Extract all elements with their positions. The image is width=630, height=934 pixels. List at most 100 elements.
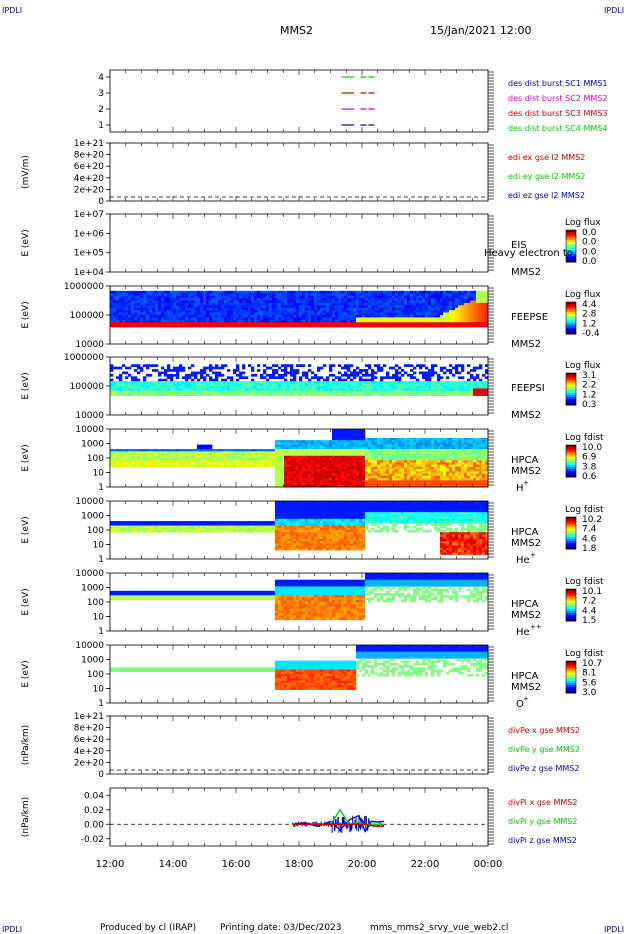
feepse-cell (110, 319, 114, 323)
feepsi-cell (254, 388, 258, 392)
hpca-h-cell (275, 475, 279, 479)
hpca-h-cell (389, 471, 393, 474)
feepse-cell (284, 324, 288, 328)
feepse-cell (359, 300, 363, 304)
feepse-cell (359, 293, 363, 296)
feepse-cell (152, 319, 156, 323)
feepse-cell (398, 317, 402, 321)
hpca-h-cell (383, 462, 387, 465)
feepsi-cell (332, 383, 336, 387)
feepsi-cell (242, 364, 246, 367)
feepse-cell (239, 315, 243, 318)
hpca-h-cell (398, 484, 402, 488)
hpca-h-cell (311, 469, 315, 472)
hpca-h-cell (386, 449, 390, 452)
feepsi-cell (407, 388, 411, 392)
feepse-cell (206, 295, 210, 299)
feepsi-cell (386, 376, 390, 380)
feepse-cell (344, 315, 348, 318)
feepsi-cell (443, 386, 447, 389)
hpca-h-cell (347, 455, 351, 459)
eis-colorbar-cell (566, 252, 576, 255)
hpca-h-cell (362, 455, 366, 459)
feepse-cell (215, 312, 219, 316)
feepse-cell (461, 305, 465, 309)
feepsi-cell (449, 371, 453, 375)
feepse-cell (116, 300, 120, 304)
feepse-cell (173, 302, 177, 306)
hpca-h-cell (332, 464, 336, 468)
feepse-cell (140, 315, 144, 318)
hpca-h-cell (287, 471, 291, 474)
feepsi-cell (302, 371, 306, 375)
hpca-h-cell (317, 471, 321, 474)
hpca-h-cell (248, 460, 252, 463)
hpca-h-cell (239, 462, 243, 465)
feepsi-cell (161, 388, 165, 392)
feepsi-cell (203, 381, 207, 384)
feepsi-cell (455, 366, 459, 370)
feepse-cell (482, 302, 486, 306)
feepse-cell (158, 295, 162, 299)
feepsi-cell (197, 386, 201, 389)
hpca-h-cell (224, 451, 228, 454)
hpca-h-cell (197, 444, 201, 448)
feepse-cell (296, 310, 300, 313)
feepsi-cell (458, 376, 462, 380)
feepsi-cell (203, 378, 207, 382)
hpca-h-cell (131, 464, 135, 468)
feepse-cell (152, 307, 156, 311)
feepse-cell (428, 319, 432, 323)
eis-colorbar-label: 0.0 (582, 257, 597, 267)
feepsi-cell (392, 393, 396, 396)
feepse-cell (302, 298, 306, 301)
hpca-h-cell (134, 453, 138, 457)
hpca-h-cell (218, 453, 222, 457)
feepse-cell (332, 322, 336, 325)
feepsi-cell (365, 371, 369, 375)
feepse-cell (455, 317, 459, 321)
feepse-cell (212, 319, 216, 323)
feepse-cell (365, 319, 369, 323)
feepse-cell (434, 315, 438, 318)
hpca-h-cell (170, 453, 174, 457)
feepse-cell (179, 290, 183, 294)
feepse-cell (143, 293, 147, 296)
feepse-cell (443, 295, 447, 299)
feepse-cell (464, 312, 468, 316)
hpca-h-cell (338, 440, 342, 443)
hpca-h-cell (308, 451, 312, 454)
hpca-h-cell (326, 440, 330, 443)
feepsi-cell (353, 376, 357, 380)
feepse-cell (176, 315, 180, 318)
feepse-cell (338, 312, 342, 316)
hpca-h-cell (311, 458, 315, 461)
feepsi-cell (440, 369, 444, 372)
feepse-cell (197, 315, 201, 318)
hpca-h-cell (314, 453, 318, 457)
hpca-h-cell (407, 466, 411, 470)
feepse-cell (470, 317, 474, 321)
feepse-cell (194, 312, 198, 316)
hpca-h-cell (287, 442, 291, 445)
feepse-cell (317, 307, 321, 311)
feepse-cell (413, 298, 417, 301)
feepsi-colorbar-cell (566, 387, 576, 390)
feepse-cell (476, 290, 480, 294)
hpca-h-cell (311, 460, 315, 463)
hpca-h-cell (182, 451, 186, 454)
feepse-cell (116, 293, 120, 296)
hpca-h-cell (377, 464, 381, 468)
feepsi-cell (341, 388, 345, 392)
feepsi-cell (125, 390, 129, 394)
feepsi-cell (302, 390, 306, 394)
feepsi-cell (398, 371, 402, 375)
feepse-cell (356, 312, 360, 316)
eis-ytick-label: 1e+07 (74, 210, 104, 220)
feepsi-cell (275, 393, 279, 396)
feepsi-cell (413, 376, 417, 380)
feepse-cell (362, 300, 366, 304)
hpca-h-cell (371, 449, 375, 452)
hpca-h-cell (362, 449, 366, 452)
feepse-cell (140, 305, 144, 309)
